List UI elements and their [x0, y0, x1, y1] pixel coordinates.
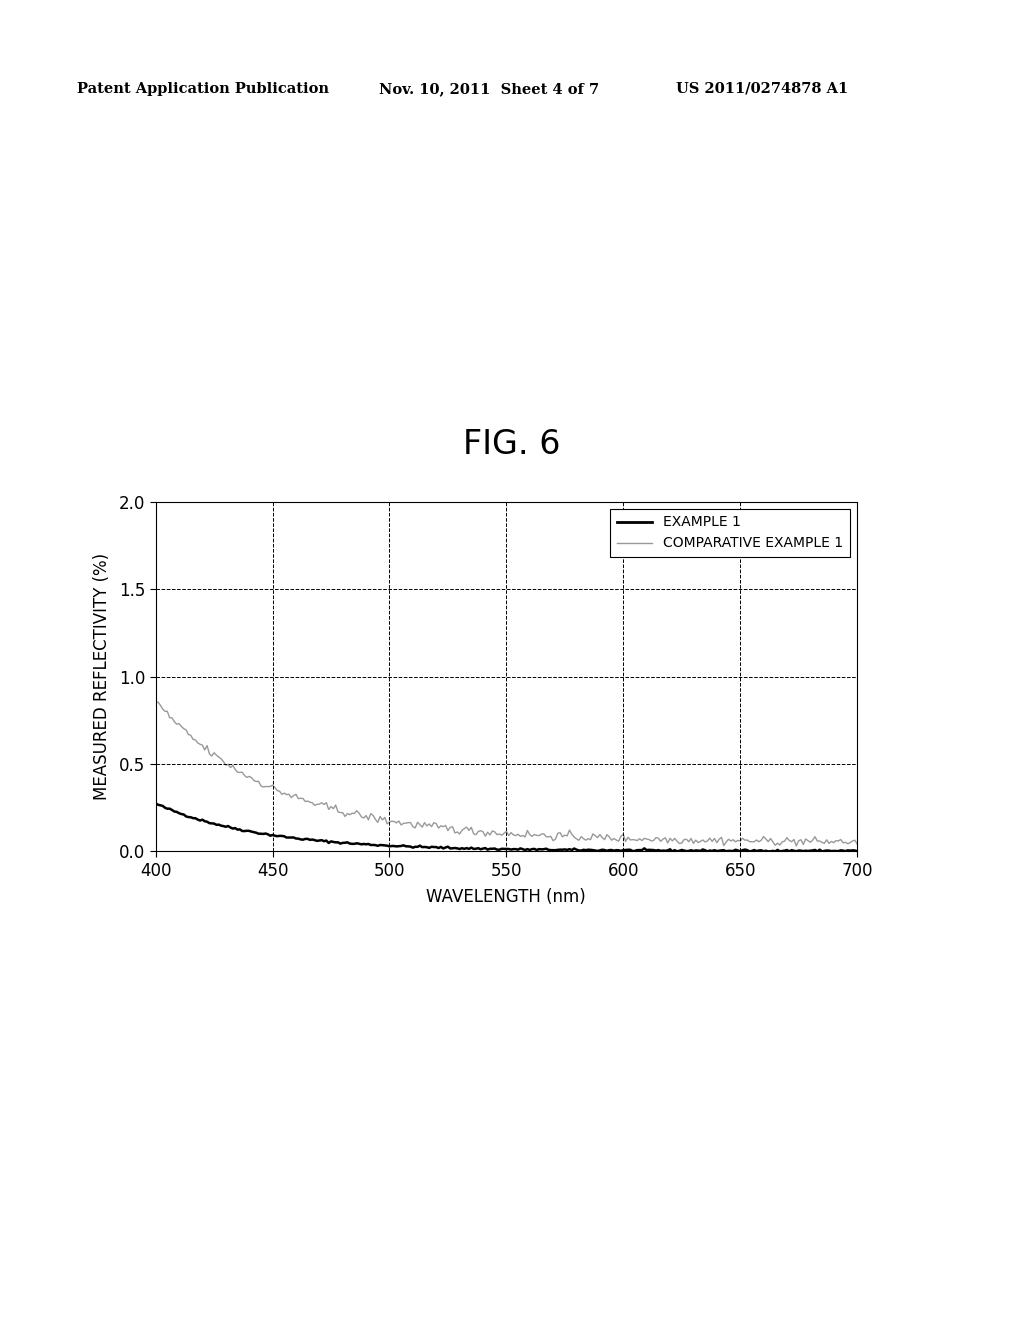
- Y-axis label: MEASURED REFLECTIVITY (%): MEASURED REFLECTIVITY (%): [92, 553, 111, 800]
- Line: COMPARATIVE EXAMPLE 1: COMPARATIVE EXAMPLE 1: [156, 702, 857, 846]
- EXAMPLE 1: [851, 843, 863, 859]
- EXAMPLE 1: [667, 843, 679, 859]
- Text: Patent Application Publication: Patent Application Publication: [77, 82, 329, 96]
- EXAMPLE 1: [743, 843, 756, 859]
- Text: FIG. 6: FIG. 6: [463, 428, 561, 461]
- COMPARATIVE EXAMPLE 1: [631, 833, 643, 849]
- EXAMPLE 1: [703, 842, 716, 858]
- COMPARATIVE EXAMPLE 1: [435, 818, 447, 834]
- COMPARATIVE EXAMPLE 1: [703, 830, 716, 846]
- COMPARATIVE EXAMPLE 1: [150, 694, 162, 710]
- X-axis label: WAVELENGTH (nm): WAVELENGTH (nm): [426, 888, 587, 906]
- COMPARATIVE EXAMPLE 1: [458, 821, 470, 837]
- COMPARATIVE EXAMPLE 1: [851, 836, 863, 851]
- COMPARATIVE EXAMPLE 1: [791, 838, 803, 854]
- EXAMPLE 1: [150, 796, 162, 812]
- Line: EXAMPLE 1: EXAMPLE 1: [156, 804, 857, 851]
- EXAMPLE 1: [456, 841, 468, 857]
- Text: Nov. 10, 2011  Sheet 4 of 7: Nov. 10, 2011 Sheet 4 of 7: [379, 82, 599, 96]
- Legend: EXAMPLE 1, COMPARATIVE EXAMPLE 1: EXAMPLE 1, COMPARATIVE EXAMPLE 1: [610, 508, 850, 557]
- COMPARATIVE EXAMPLE 1: [804, 834, 816, 850]
- Text: US 2011/0274878 A1: US 2011/0274878 A1: [676, 82, 848, 96]
- EXAMPLE 1: [802, 843, 814, 859]
- EXAMPLE 1: [629, 843, 641, 859]
- COMPARATIVE EXAMPLE 1: [743, 834, 756, 850]
- EXAMPLE 1: [432, 840, 444, 855]
- COMPARATIVE EXAMPLE 1: [152, 694, 164, 710]
